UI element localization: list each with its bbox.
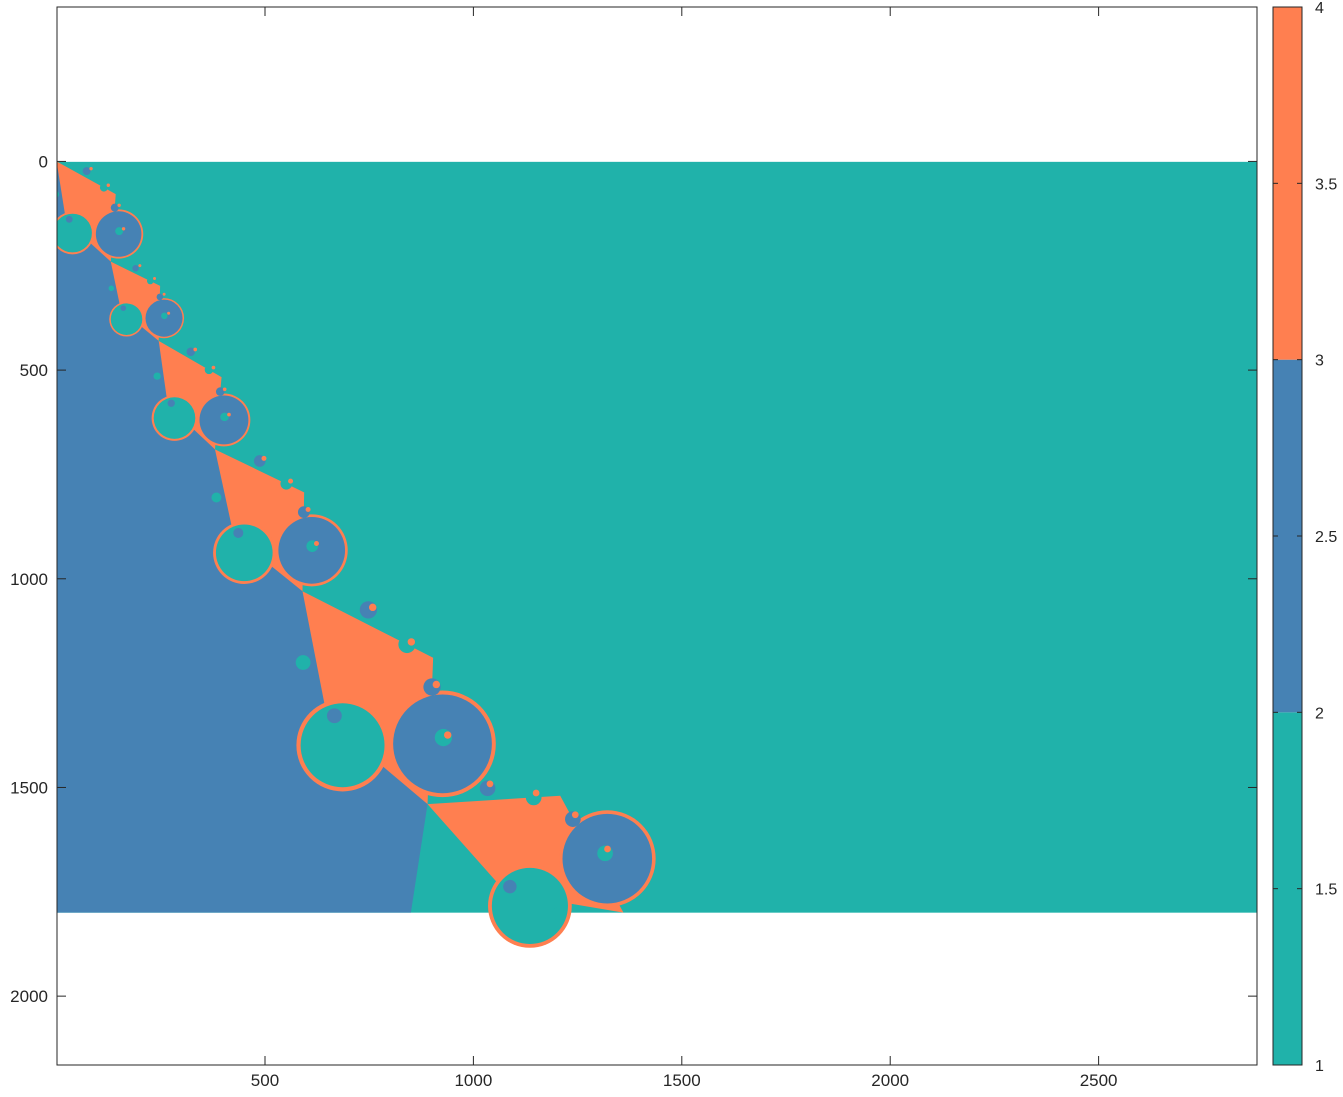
axes: 500 1000 1500 2000 2500 0 500 1000 1500 2000 bbox=[10, 6, 1258, 1090]
lobe-bulb bbox=[146, 277, 154, 285]
lobe-bulb-lower bbox=[295, 655, 311, 670]
lobe-bulb-dot bbox=[368, 603, 377, 612]
lobe-bulb bbox=[204, 365, 214, 375]
lobe-bulb bbox=[132, 265, 139, 272]
lobe-petal-lower bbox=[215, 524, 273, 582]
y-tick-label: 500 bbox=[20, 361, 48, 380]
lobe-bulb bbox=[115, 227, 124, 236]
x-tick-label: 500 bbox=[251, 1071, 279, 1090]
lobe-bulb-dot bbox=[227, 412, 231, 417]
y-tick-label: 2000 bbox=[10, 987, 48, 1006]
lobe-bulb-lower bbox=[503, 879, 517, 894]
lobe-bulb-dot bbox=[193, 347, 198, 352]
lobe-bulb-dot bbox=[407, 638, 416, 646]
colorbar-tick-label: 4 bbox=[1315, 0, 1324, 17]
lobe-bulb-lower bbox=[120, 305, 127, 311]
x-tick-label: 1000 bbox=[454, 1071, 492, 1090]
lobe-bulb bbox=[220, 412, 229, 422]
x-tick-label: 2500 bbox=[1080, 1071, 1118, 1090]
lobe-bulb bbox=[161, 312, 168, 320]
colorbar-tick-label: 3 bbox=[1315, 353, 1324, 370]
colorbar-tick-label: 1 bbox=[1315, 1058, 1324, 1075]
lobe-bulb-dot bbox=[571, 811, 579, 819]
lobe-1 bbox=[57, 161, 144, 262]
lobe-bulb-lower bbox=[358, 761, 374, 777]
axes-box bbox=[56, 6, 1258, 1066]
lobe-bulb bbox=[186, 347, 196, 357]
colorbar-tick-label: 2.5 bbox=[1315, 529, 1337, 546]
lobe-bulb-dot bbox=[313, 540, 319, 546]
lobe-3 bbox=[151, 340, 251, 450]
lobe-bulb-dot bbox=[532, 789, 540, 797]
lobe-bulb-dot bbox=[167, 311, 171, 315]
lobe-petal-lower bbox=[491, 867, 568, 944]
lobe-bulb-dot bbox=[288, 478, 294, 484]
lobe-petal-lower bbox=[300, 703, 385, 788]
lobe-bulb bbox=[110, 203, 119, 212]
colorbar-tick-label: 1.5 bbox=[1315, 882, 1337, 899]
lobe-bulb-dot bbox=[211, 365, 216, 370]
lobe-petal-lower bbox=[110, 303, 143, 335]
lobe-bulb-dot bbox=[261, 455, 267, 461]
lobe-bulb bbox=[99, 183, 108, 192]
lobe-bulb-lower bbox=[552, 907, 566, 921]
lobe-bulb-lower bbox=[65, 215, 73, 223]
lobe-bulb-dot bbox=[153, 276, 157, 280]
lobe-bulb-lower bbox=[211, 492, 222, 503]
lobe-bulb-lower bbox=[167, 399, 175, 407]
y-tick-label: 1000 bbox=[10, 570, 48, 589]
lobe-bulb-dot bbox=[162, 292, 166, 296]
lobe-bulb-dot bbox=[138, 264, 142, 268]
colorbar: 1 1.5 2 2.5 3 3.5 4 bbox=[1272, 0, 1337, 1075]
x-tick-label: 1500 bbox=[663, 1071, 701, 1090]
lobe-bulb bbox=[156, 293, 164, 301]
lobe-bulb-dot bbox=[106, 183, 111, 187]
lobe-5 bbox=[295, 591, 496, 805]
lobe-bulb-dot bbox=[432, 680, 441, 689]
y-tick-label: 0 bbox=[39, 152, 48, 171]
lobe-bulb-dot bbox=[305, 507, 311, 513]
y-tick-label: 1500 bbox=[10, 778, 48, 797]
lobe-4 bbox=[211, 449, 348, 592]
lobe-bulb-lower bbox=[233, 527, 244, 538]
lobe-bulb bbox=[82, 167, 91, 176]
lobe-bulb-dot bbox=[117, 203, 121, 207]
lobe-bulb-dot bbox=[89, 166, 93, 171]
x-tick-label: 2000 bbox=[871, 1071, 909, 1090]
lobe-bulb-lower bbox=[255, 563, 266, 574]
heatmap-image bbox=[57, 161, 1257, 948]
colorbar-tick-label: 2 bbox=[1315, 705, 1324, 722]
lobe-bulb bbox=[215, 387, 225, 396]
lobe-bulb-lower bbox=[57, 191, 60, 198]
lobe-bulb-lower bbox=[326, 708, 342, 724]
lobe-bulb-lower bbox=[181, 426, 189, 435]
lobe-bulb-dot bbox=[222, 387, 227, 392]
lobe-bulb-lower bbox=[454, 852, 468, 867]
lobe-bulb-lower bbox=[132, 325, 139, 331]
colorbar-tick-label: 3.5 bbox=[1315, 176, 1337, 193]
lobe-6 bbox=[427, 780, 656, 948]
lobe-bulb-dot bbox=[444, 731, 452, 739]
lobe-bulb-lower bbox=[153, 372, 161, 380]
lobe-bulb-lower bbox=[79, 240, 87, 248]
lobe-bulb-dot bbox=[121, 227, 126, 231]
lobe-bulb-lower bbox=[108, 285, 115, 292]
lobe-bulb-dot bbox=[486, 780, 494, 788]
lobe-2 bbox=[108, 261, 185, 341]
lobe-bulb-dot bbox=[604, 845, 611, 853]
